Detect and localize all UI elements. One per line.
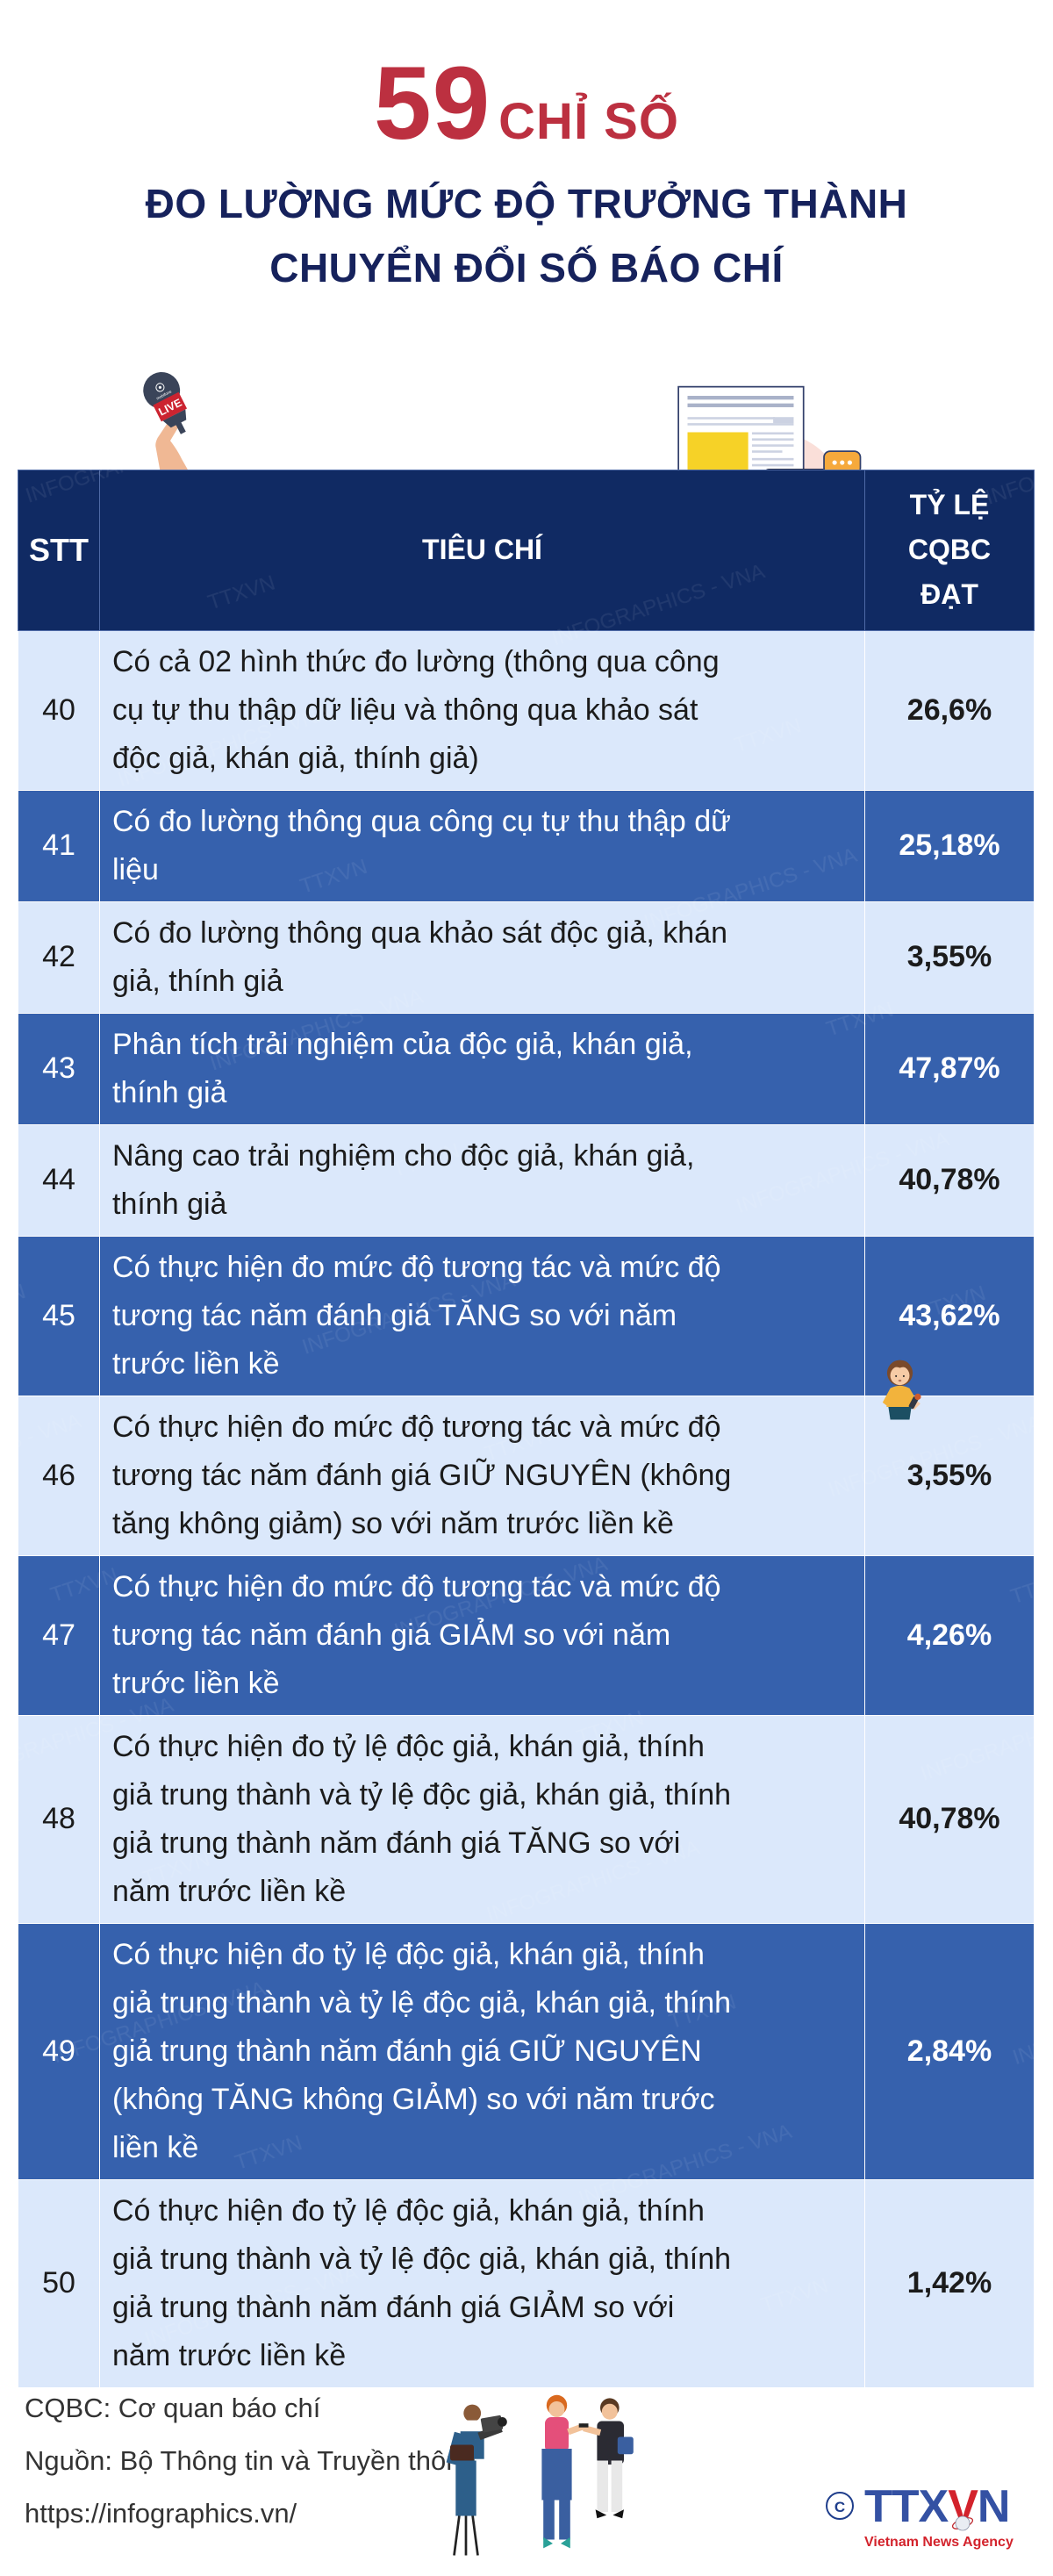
svg-text:C: C: [835, 2499, 845, 2515]
